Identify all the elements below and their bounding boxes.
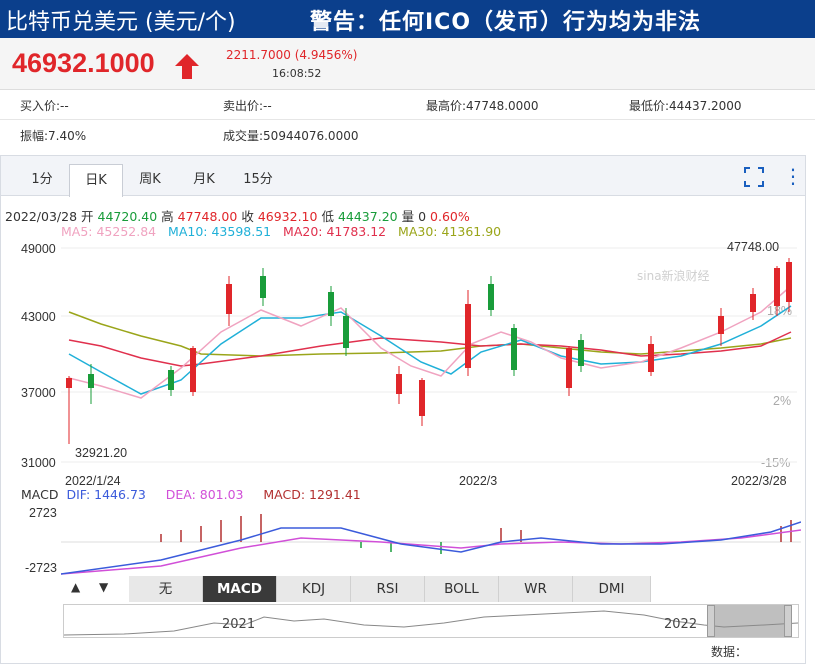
ma10-label: MA10: 43598.51 (168, 224, 272, 239)
scroll-up-icon[interactable]: ▲ (71, 580, 81, 594)
open-label: 开 (81, 209, 94, 224)
indicator-rsi[interactable]: RSI (351, 576, 425, 602)
price-row: 46932.1000 2211.7000 (4.9456%) 16:08:52 (0, 38, 815, 90)
y-tick: 43000 (21, 310, 56, 324)
tab-daily[interactable]: 日K (69, 164, 123, 197)
pct-tick: 18% (767, 304, 793, 318)
indicator-dmi[interactable]: DMI (573, 576, 651, 602)
dea-label: DEA: 801.03 (165, 487, 244, 502)
page-title: 比特币兑美元 (美元/个) (6, 10, 236, 35)
candle-group (66, 258, 792, 444)
ma20-label: MA20: 41783.12 (283, 224, 387, 239)
ma30-line (68, 311, 792, 357)
indicator-kdj[interactable]: KDJ (277, 576, 351, 602)
indicator-none[interactable]: 无 (129, 576, 203, 602)
pct-tick: -15% (761, 456, 791, 470)
nav-year-label: 2022 (664, 617, 698, 632)
x-tick: 2022/1/24 (65, 474, 121, 488)
quote-time: 16:08:52 (272, 67, 322, 80)
macd-bars (160, 514, 792, 554)
tab-weekly[interactable]: 周K (139, 172, 161, 187)
macd-y-tick: -2723 (25, 561, 57, 575)
ma-legend: MA5: 45252.84 MA10: 43598.51 MA20: 41783… (61, 224, 501, 239)
high-label: 高 (161, 209, 174, 224)
close-value: 46932.10 (257, 209, 318, 224)
low-price: 最低价:44437.2000 (629, 99, 742, 113)
min-annotation: 32921.20 (75, 446, 128, 460)
dif-line (61, 521, 801, 575)
x-tick: 2022/3 (459, 474, 498, 488)
high-value: 47748.00 (177, 209, 238, 224)
current-price: 46932.1000 (12, 48, 155, 78)
range-navigator[interactable]: 2021 2022 (63, 604, 799, 638)
macd-label: MACD: 1291.41 (263, 487, 361, 502)
chart-panel: 1分 日K 周K 月K 15分 ⋮ 2022/03/28 开 44720.40 … (0, 155, 806, 664)
price-change: 2211.7000 (4.9456%) (226, 48, 358, 62)
open-value: 44720.40 (97, 209, 158, 224)
pct-value: 0.60% (430, 209, 470, 224)
low-label: 低 (321, 209, 334, 224)
vol-value: 0 (418, 209, 427, 224)
indicator-bar: 无 MACD KDJ RSI BOLL WR DMI (129, 576, 651, 602)
more-icon[interactable]: ⋮ (783, 164, 803, 188)
fullscreen-icon[interactable] (744, 167, 764, 187)
tab-monthly[interactable]: 月K (193, 172, 215, 187)
ohlc-line: 2022/03/28 开 44720.40 高 47748.00 收 46932… (5, 206, 470, 225)
indicator-wr[interactable]: WR (499, 576, 573, 602)
dea-line (61, 529, 801, 575)
navigator-sparkline (64, 610, 798, 636)
indicator-macd[interactable]: MACD (203, 576, 277, 602)
navigator-left-handle[interactable] (707, 605, 715, 637)
max-annotation: 47748.00 (727, 240, 780, 254)
low-value: 44437.20 (337, 209, 398, 224)
arrow-up-icon (175, 54, 199, 79)
macd-title: MACD (21, 487, 59, 502)
period-tabs: 1分 日K 周K 月K 15分 ⋮ (1, 156, 805, 197)
high-price: 最高价:47748.0000 (426, 99, 539, 113)
amplitude: 振幅:7.40% (20, 129, 87, 143)
macd-legend: MACD DIF: 1446.73 DEA: 801.03 MACD: 1291… (21, 487, 361, 502)
bid-price: 买入价:-- (20, 99, 69, 113)
macd-y-tick: 2723 (29, 506, 57, 520)
vol-label: 量 (401, 209, 415, 224)
tab-15min[interactable]: 15分 (243, 172, 273, 187)
x-tick: 2022/3/28 (731, 474, 787, 488)
macd-chart (61, 514, 801, 575)
navigator-window[interactable] (707, 605, 787, 637)
warning-banner: 警告：任何ICO（发币）行为均为非法 (310, 10, 702, 35)
volume: 成交量:50944076.0000 (223, 129, 359, 143)
y-tick: 31000 (21, 456, 56, 470)
candlestick-chart (61, 247, 797, 463)
ask-price: 卖出价:-- (223, 99, 272, 113)
watermark: sina新浪财经 (637, 269, 710, 283)
ma10-line (68, 305, 792, 395)
data-source: 数据： (711, 645, 748, 659)
ma20-line (68, 331, 792, 367)
nav-year-label: 2021 (222, 617, 256, 632)
y-tick: 49000 (21, 242, 56, 256)
navigator-right-handle[interactable] (784, 605, 792, 637)
tab-1min[interactable]: 1分 (31, 172, 53, 187)
stats-panel: 买入价:-- 卖出价:-- 最高价:47748.0000 最低价:44437.2… (0, 90, 815, 150)
ma30-label: MA30: 41361.90 (398, 224, 502, 239)
page-header: 比特币兑美元 (美元/个) 警告：任何ICO（发币）行为均为非法 (0, 0, 815, 38)
scroll-controls: ▲ ▼ (63, 576, 123, 602)
ohlc-date: 2022/03/28 (5, 209, 78, 224)
ma5-label: MA5: 45252.84 (61, 224, 157, 239)
close-label: 收 (241, 209, 254, 224)
divider (0, 119, 815, 120)
scroll-down-icon[interactable]: ▼ (99, 580, 109, 594)
y-tick: 37000 (21, 386, 56, 400)
indicator-boll[interactable]: BOLL (425, 576, 499, 602)
dif-label: DIF: 1446.73 (66, 487, 146, 502)
pct-tick: 2% (773, 394, 792, 408)
